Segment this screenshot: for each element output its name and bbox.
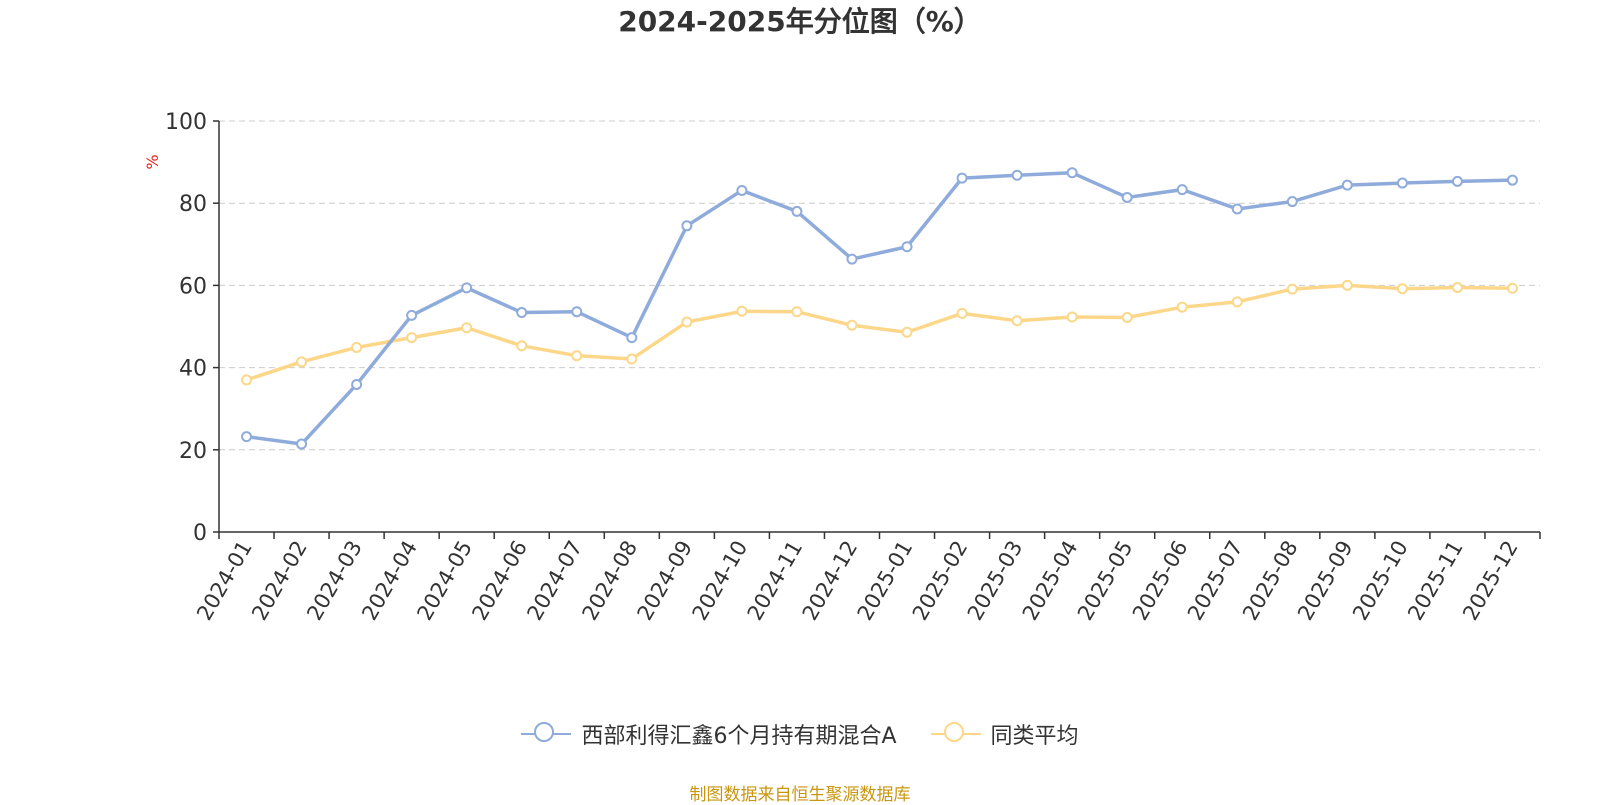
data-point	[846, 253, 858, 265]
y-tick-label: 40	[179, 357, 207, 382]
data-point	[956, 172, 968, 184]
data-point	[1066, 311, 1078, 323]
series-0	[241, 167, 1518, 450]
line-chart: % 0204060801002024-012024-022024-032024-…	[143, 110, 1541, 625]
data-point	[681, 316, 693, 328]
y-tick-label: 100	[165, 110, 207, 135]
data-point	[1011, 315, 1023, 327]
y-tick-label: 0	[193, 521, 207, 546]
data-point	[1506, 282, 1518, 294]
data-point	[1341, 279, 1353, 291]
data-point	[1286, 283, 1298, 295]
series-1	[241, 279, 1518, 386]
data-point	[1286, 196, 1298, 208]
data-point	[626, 332, 638, 344]
source-note: 制图数据来自恒生聚源数据库	[689, 785, 911, 805]
data-point	[1396, 177, 1408, 189]
data-point	[791, 306, 803, 318]
data-point	[736, 305, 748, 317]
data-point	[956, 307, 968, 319]
chart-title: 2024-2025年分位图（%）	[618, 5, 982, 38]
data-point	[241, 431, 253, 443]
y-tick-label: 80	[179, 192, 207, 217]
data-point	[461, 322, 473, 334]
data-point	[1451, 175, 1463, 187]
data-point	[1231, 296, 1243, 308]
data-point	[516, 307, 528, 319]
legend-fund-marker-icon	[521, 721, 572, 747]
grid-lines	[219, 120, 1540, 451]
data-point	[626, 353, 638, 365]
data-point	[296, 356, 308, 368]
data-point	[1176, 184, 1188, 196]
legend: 西部利得汇鑫6个月持有期混合A 同类平均	[0, 718, 1600, 750]
data-point	[1121, 191, 1133, 203]
x-tick-label: 2025-12	[1458, 537, 1523, 625]
data-point	[1066, 167, 1078, 179]
data-point	[241, 374, 253, 386]
legend-item-fund[interactable]: 西部利得汇鑫6个月持有期混合A	[521, 718, 897, 750]
data-point	[846, 319, 858, 331]
data-point	[901, 241, 913, 253]
data-point	[296, 438, 308, 450]
data-point	[901, 326, 913, 338]
data-point	[1231, 203, 1243, 215]
data-point	[736, 184, 748, 196]
data-point	[571, 306, 583, 318]
data-point	[406, 332, 418, 344]
legend-label-peer-average: 同类平均	[990, 724, 1079, 749]
data-point	[351, 378, 363, 390]
data-point	[1451, 281, 1463, 293]
data-point	[461, 282, 473, 294]
y-tick-label: 60	[179, 274, 207, 299]
data-point	[516, 340, 528, 352]
data-point	[571, 350, 583, 362]
data-point	[1176, 301, 1188, 313]
data-point	[351, 341, 363, 353]
data-point	[1396, 283, 1408, 295]
data-point	[406, 309, 418, 321]
data-point	[1011, 169, 1023, 181]
legend-peer-marker-icon	[930, 721, 981, 747]
legend-item-peer-average[interactable]: 同类平均	[930, 718, 1079, 750]
data-point	[681, 220, 693, 232]
y-axis-label: %	[143, 154, 162, 169]
series-line	[245, 283, 1513, 382]
y-tick-label: 20	[179, 439, 207, 464]
data-point	[1121, 311, 1133, 323]
series-lines	[241, 167, 1518, 450]
data-point	[1341, 179, 1353, 191]
data-point	[1506, 174, 1518, 186]
legend-label-fund: 西部利得汇鑫6个月持有期混合A	[581, 724, 897, 749]
series-line	[246, 171, 1513, 446]
data-point	[791, 205, 803, 217]
